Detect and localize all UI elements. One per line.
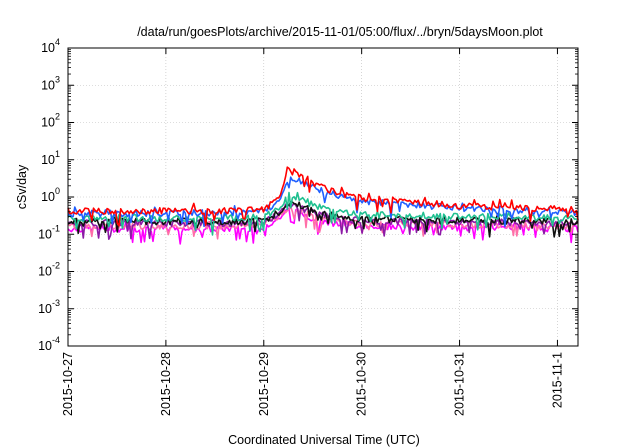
y-tick-label: 10-2 xyxy=(38,261,60,279)
x-tick-label: 2015-10-29 xyxy=(257,352,271,416)
y-tick-label: 10-1 xyxy=(38,223,60,241)
x-tick-label: 2015-10-28 xyxy=(159,352,173,416)
y-tick-label: 101 xyxy=(41,149,60,167)
x-tick-label: 2015-11-1 xyxy=(550,352,564,408)
series-group xyxy=(67,166,579,245)
series-line-0 xyxy=(67,166,579,227)
y-tick-label: 102 xyxy=(41,112,60,130)
y-tick-labels: 104 103 102 101 100 10-1 10-2 10-3 10-4 xyxy=(38,37,578,353)
x-tick-label: 2015-10-31 xyxy=(453,352,467,416)
chart-title: /data/run/goesPlots/archive/2015-11-01/0… xyxy=(137,25,543,39)
x-tick-label: 2015-10-30 xyxy=(355,352,369,416)
series-line-1 xyxy=(67,176,579,228)
y-axis-label: cSv/day xyxy=(15,164,29,209)
x-tick-labels: 2015-10-27 2015-10-28 2015-10-29 2015-10-30… xyxy=(61,48,564,416)
series-line-6 xyxy=(67,207,579,245)
x-tick-label: 2015-10-27 xyxy=(61,352,75,416)
y-tick-label: 10-4 xyxy=(38,335,60,353)
y-tick-label: 100 xyxy=(41,186,60,204)
y-tick-label: 104 xyxy=(41,37,60,55)
y-tick-label: 103 xyxy=(41,74,60,92)
y-tick-label: 10-3 xyxy=(38,298,60,316)
series-line-3 xyxy=(67,200,579,238)
x-axis-label: Coordinated Universal Time (UTC) xyxy=(228,433,420,447)
